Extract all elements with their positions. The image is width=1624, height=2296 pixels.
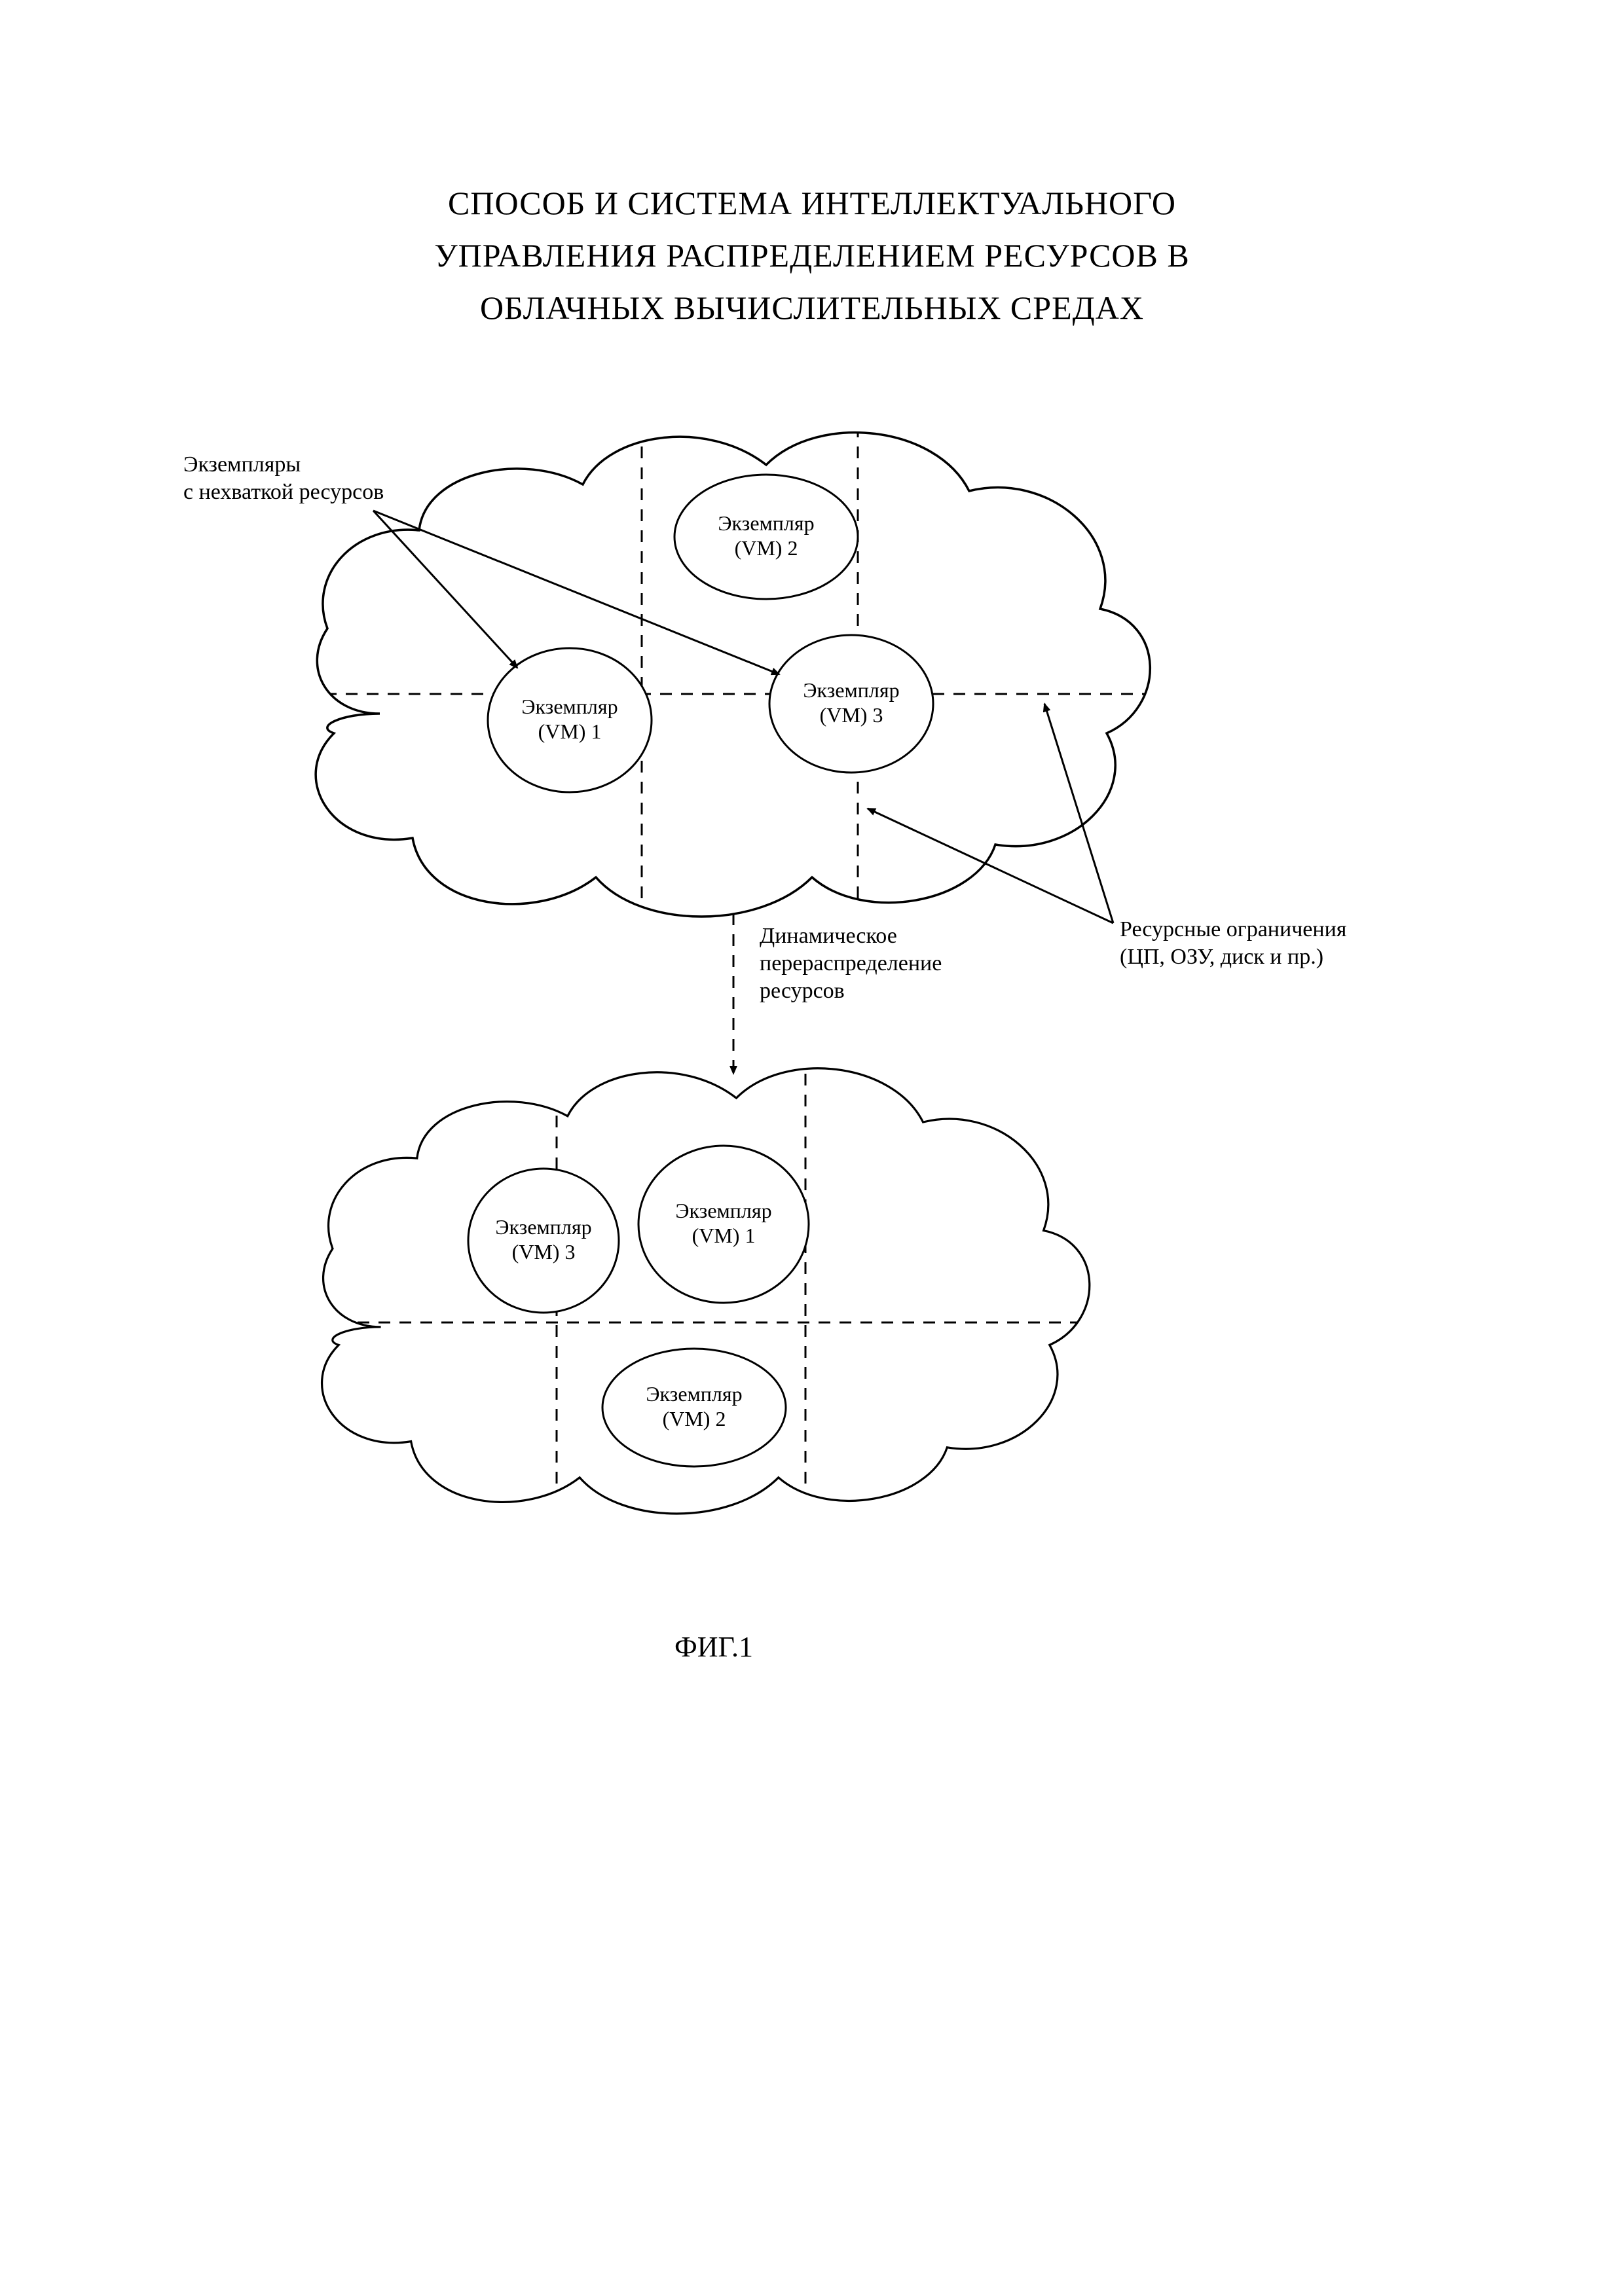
cloud-bottom-vm3-label1: Экземпляр — [495, 1215, 591, 1239]
annotation-starved-line2: с нехваткой ресурсов — [183, 480, 384, 504]
annotation-realloc-line1: Динамическое — [760, 924, 897, 948]
cloud-bottom-vm1: Экземпляр (VM) 1 — [638, 1146, 809, 1303]
title-line-1: СПОСОБ И СИСТЕМА ИНТЕЛЛЕКТУАЛЬНОГО — [0, 177, 1624, 229]
annotation-realloc-line3: ресурсов — [760, 979, 845, 1003]
cloud-bottom-group: Экземпляр (VM) 1 Экземпляр (VM) 2 Экземп… — [295, 1068, 1113, 1532]
cloud-top-vm1: Экземпляр (VM) 1 — [488, 648, 652, 792]
title-line-2: УПРАВЛЕНИЯ РАСПРЕДЕЛЕНИЕМ РЕСУРСОВ В — [0, 229, 1624, 282]
arrow-limits-2 — [868, 809, 1113, 923]
arrow-starved-to-vm1 — [373, 511, 517, 668]
cloud-top-vm3-label2: (VM) 3 — [820, 703, 883, 727]
annotation-limits-line1: Ресурсные ограничения — [1120, 917, 1347, 941]
cloud-top-vm2-label2: (VM) 2 — [735, 536, 798, 560]
cloud-bottom-vm1-label1: Экземпляр — [675, 1199, 771, 1222]
cloud-top-vm3: Экземпляр (VM) 3 — [769, 635, 933, 773]
cloud-bottom-vm3: Экземпляр (VM) 3 — [468, 1169, 619, 1313]
annotation-starved-line1: Экземпляры — [183, 452, 301, 477]
figure-label: ФИГ.1 — [674, 1631, 753, 1663]
title-line-3: ОБЛАЧНЫХ ВЫЧИСЛИТЕЛЬНЫХ СРЕДАХ — [0, 282, 1624, 334]
cloud-top-vm1-label2: (VM) 1 — [538, 720, 602, 743]
cloud-bottom-vm2-label1: Экземпляр — [646, 1382, 742, 1406]
annotation-realloc-line2: перераспределение — [760, 951, 942, 975]
cloud-top-vm1-label1: Экземпляр — [521, 695, 618, 718]
page: СПОСОБ И СИСТЕМА ИНТЕЛЛЕКТУАЛЬНОГО УПРАВ… — [0, 0, 1624, 2296]
figure-svg: Экземпляр (VM) 1 Экземпляр (VM) 2 Экземп… — [0, 0, 1624, 2296]
cloud-top-group: Экземпляр (VM) 1 Экземпляр (VM) 2 Экземп… — [262, 426, 1179, 917]
cloud-top-vm2: Экземпляр (VM) 2 — [674, 475, 858, 599]
doc-title: СПОСОБ И СИСТЕМА ИНТЕЛЛЕКТУАЛЬНОГО УПРАВ… — [0, 177, 1624, 334]
annotation-limits-line2: (ЦП, ОЗУ, диск и пр.) — [1120, 945, 1323, 969]
cloud-bottom-vm3-label2: (VM) 3 — [512, 1240, 576, 1264]
cloud-top-vm2-label1: Экземпляр — [718, 511, 814, 535]
arrow-limits-1 — [1044, 704, 1113, 923]
cloud-bottom-vm2-label2: (VM) 2 — [663, 1407, 726, 1430]
cloud-top-vm3-label1: Экземпляр — [803, 678, 899, 702]
cloud-bottom-vm2: Экземпляр (VM) 2 — [602, 1349, 786, 1467]
cloud-bottom-vm1-label2: (VM) 1 — [692, 1224, 756, 1247]
